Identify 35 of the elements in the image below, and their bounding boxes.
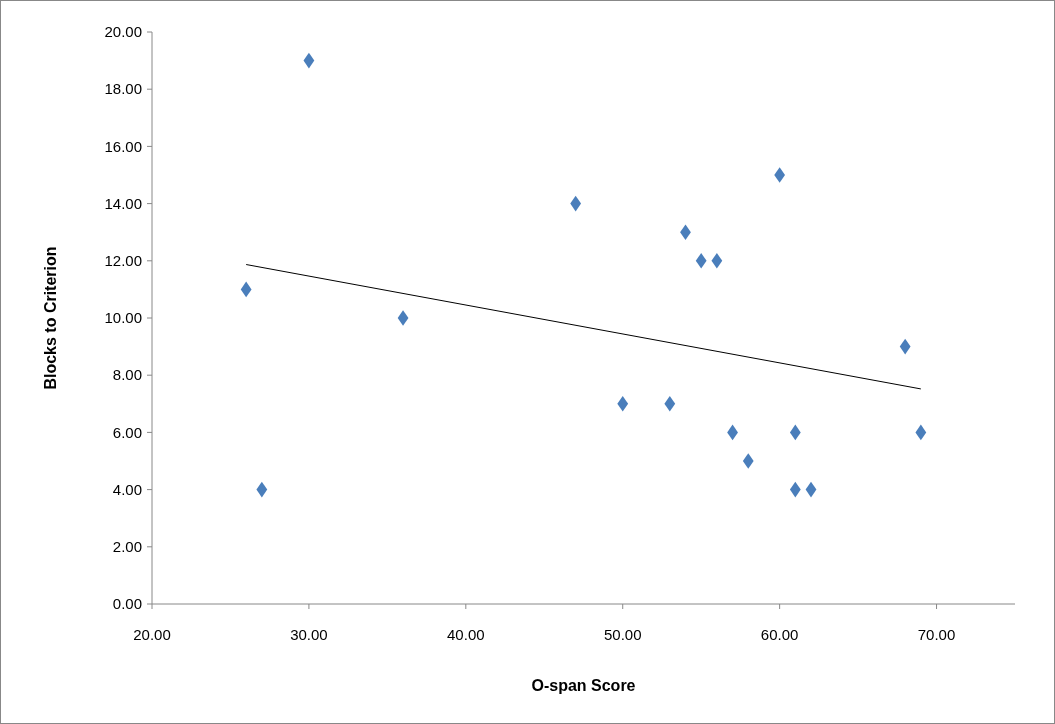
y-tick-label: 4.00 <box>112 480 142 498</box>
point <box>303 52 315 69</box>
point <box>256 481 268 498</box>
x-tick-label: 20.00 <box>133 626 171 643</box>
point <box>805 481 817 498</box>
x-tick-label: 30.00 <box>290 626 328 643</box>
point <box>915 424 927 441</box>
y-tick-label: 0.00 <box>112 595 142 613</box>
x-tick-label: 70.00 <box>917 626 956 643</box>
y-tick-label: 10.00 <box>104 309 142 327</box>
y-tick-label: 20.00 <box>104 23 142 41</box>
point <box>397 310 409 326</box>
point <box>774 167 786 183</box>
x-tick-label: 60.00 <box>760 626 799 643</box>
x-axis-title: O-span Score <box>531 677 636 694</box>
point <box>695 253 707 269</box>
y-tick-label: 18.00 <box>104 80 142 98</box>
x-tick-label: 40.00 <box>447 626 485 643</box>
y-tick-label: 2.00 <box>112 538 142 556</box>
point <box>789 481 801 498</box>
y-tick-label: 6.00 <box>112 423 142 441</box>
y-axis-title: Blocks to Criterion <box>42 246 59 390</box>
y-tick-label: 8.00 <box>112 366 142 384</box>
point <box>570 195 582 212</box>
point <box>664 396 676 412</box>
point <box>789 424 801 441</box>
point <box>742 453 754 469</box>
point <box>899 338 911 355</box>
y-tick-label: 16.00 <box>104 137 142 155</box>
y-tick-label: 12.00 <box>104 252 142 270</box>
y-tick-label: 14.00 <box>104 194 142 212</box>
point <box>240 281 252 298</box>
point <box>711 253 723 269</box>
x-tick-label: 50.00 <box>603 626 642 643</box>
point <box>617 396 629 412</box>
